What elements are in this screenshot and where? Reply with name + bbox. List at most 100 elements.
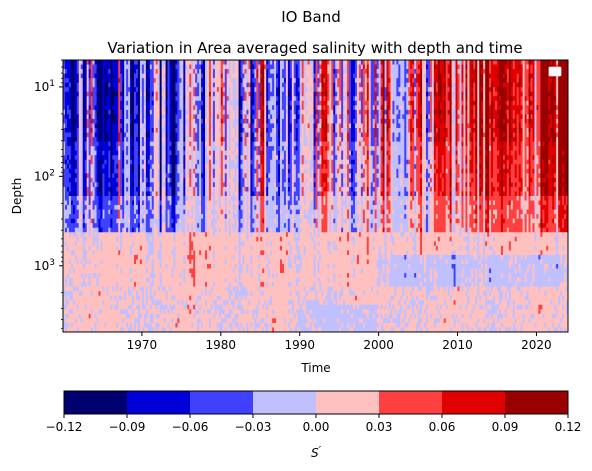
heatmap-cell (116, 73, 119, 79)
heatmap-cell (126, 60, 129, 65)
heatmap-cell (163, 78, 166, 84)
heatmap-cell (384, 64, 387, 70)
heatmap-cell (392, 73, 395, 79)
heatmap-cell (268, 73, 271, 79)
heatmap-cell (321, 60, 324, 65)
heatmap-cell (538, 60, 541, 65)
heatmap-cell (530, 69, 533, 74)
heatmap-cell (498, 64, 502, 70)
heatmap-cell (479, 69, 482, 74)
heatmap-cell (289, 73, 293, 79)
heatmap-cell (258, 78, 261, 84)
heatmap-cell (317, 64, 320, 70)
heatmap-cell (311, 60, 314, 65)
heatmap-cell (564, 73, 567, 79)
heatmap-cell (163, 69, 166, 74)
heatmap-cell (544, 60, 547, 65)
heatmap-cell (349, 69, 352, 74)
heatmap-cell (323, 60, 326, 65)
heatmap-cell (270, 69, 273, 74)
heatmap-cell (406, 64, 409, 70)
heatmap-cell (463, 64, 466, 70)
heatmap-cell (66, 60, 70, 65)
heatmap-cell (502, 73, 506, 79)
heatmap-cell (506, 60, 510, 65)
heatmap-cell (80, 64, 84, 70)
heatmap-cell (199, 60, 202, 65)
heatmap-cell (238, 64, 241, 70)
heatmap-cell (544, 73, 547, 79)
heatmap-cell (135, 64, 139, 70)
heatmap-cell (408, 64, 411, 70)
heatmap-cell (325, 69, 328, 74)
heatmap-cell (114, 73, 117, 79)
heatmap-cell (137, 60, 141, 65)
heatmap-cell (212, 69, 216, 74)
heatmap-cell (510, 73, 514, 79)
heatmap-cell (309, 60, 312, 65)
heatmap-cell (78, 78, 82, 84)
heatmap-cell (345, 69, 348, 74)
heatmap-cell (272, 73, 275, 79)
heatmap-cell (92, 69, 95, 74)
heatmap-cell (122, 78, 125, 84)
heatmap-cell (327, 60, 330, 65)
heatmap-cell (143, 69, 147, 74)
heatmap-cell (90, 64, 93, 70)
heatmap-cell (132, 78, 135, 84)
heatmap-cell (564, 60, 567, 65)
heatmap-cell (526, 73, 529, 79)
heatmap-cell (260, 73, 263, 79)
heatmap-cell (256, 60, 259, 65)
heatmap-cell (528, 60, 531, 65)
heatmap-cell (309, 73, 312, 79)
heatmap-cell (74, 60, 78, 65)
heatmap-cell (179, 78, 182, 84)
heatmap-cell (291, 60, 295, 65)
heatmap-cell (404, 60, 407, 65)
heatmap-cell (82, 73, 86, 79)
heatmap-cell (246, 60, 249, 65)
heatmap-cell (512, 69, 516, 74)
heatmap-cell (171, 64, 174, 70)
heatmap-cell (134, 73, 137, 79)
heatmap-cell (477, 64, 480, 70)
heatmap-cell (461, 69, 464, 74)
heatmap-cell (92, 60, 95, 65)
heatmap-cell (207, 73, 210, 79)
heatmap-cell (564, 69, 567, 74)
heatmap-cell (331, 60, 334, 65)
heatmap-cell (289, 60, 293, 65)
heatmap-cell (465, 60, 468, 65)
heatmap-cell (422, 69, 425, 74)
heatmap-cell (301, 73, 305, 79)
heatmap-cell (86, 64, 90, 70)
heatmap-cell (439, 73, 443, 79)
heatmap-cell (443, 73, 447, 79)
heatmap-cell (272, 64, 275, 70)
heatmap-cell (161, 64, 164, 70)
heatmap-cell (151, 73, 155, 79)
heatmap-cell (429, 73, 433, 79)
heatmap-cell (291, 64, 295, 70)
heatmap-cell (240, 69, 243, 74)
heatmap-cell (96, 64, 99, 70)
heatmap-cell (72, 78, 76, 84)
heatmap-cell (546, 64, 549, 70)
heatmap-cell (236, 60, 239, 65)
heatmap-cell (445, 69, 449, 74)
heatmap-cell (382, 73, 385, 79)
heatmap-cell (343, 73, 346, 79)
heatmap-cell (524, 73, 527, 79)
heatmap-cell (264, 78, 267, 84)
heatmap-cell (110, 64, 113, 70)
heatmap-cell (175, 69, 178, 74)
heatmap-cell (372, 60, 376, 65)
heatmap-cell (195, 60, 198, 65)
heatmap-cell (254, 78, 257, 84)
heatmap-cell (518, 60, 522, 65)
heatmap-cell (203, 64, 206, 70)
heatmap-cell (400, 69, 403, 74)
heatmap-cell (341, 73, 344, 79)
heatmap-cell (390, 73, 393, 79)
